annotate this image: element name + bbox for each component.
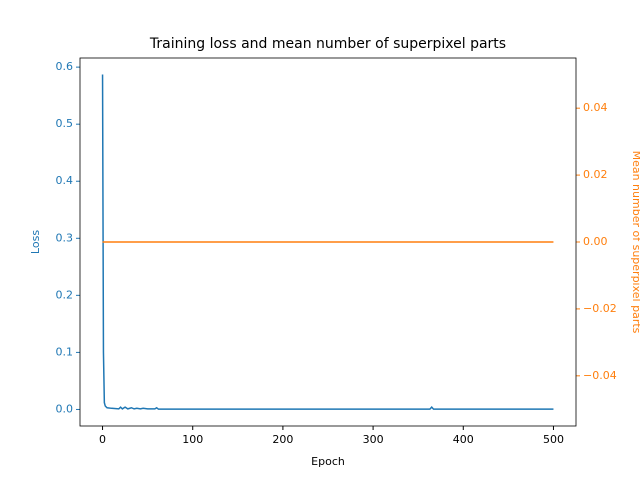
y-axis-label: Loss: [29, 230, 42, 254]
y2-tick-label: 0.02: [583, 168, 608, 181]
x-tick-label: 300: [363, 433, 384, 446]
plot-frame: [79, 57, 577, 427]
y-tick-label: 0.0: [56, 402, 74, 415]
y-tick-label: 0.4: [56, 174, 74, 187]
y2-tick-label: 0.00: [583, 235, 608, 248]
y2-tick-label: −0.04: [583, 369, 617, 382]
y-tick-label: 0.3: [56, 231, 74, 244]
x-axis-label: Epoch: [311, 455, 345, 468]
series-line: [101, 74, 554, 410]
y2-tick-label: 0.04: [583, 101, 608, 114]
x-tick-label: 100: [182, 433, 203, 446]
y2-tick-label: −0.02: [583, 302, 617, 315]
y-tick-label: 0.2: [56, 288, 74, 301]
y-tick-label: 0.6: [56, 60, 74, 73]
y-tick-label: 0.1: [56, 345, 74, 358]
y2-axis-label: Mean number of superpixel parts: [630, 151, 640, 334]
x-tick-label: 500: [543, 433, 564, 446]
x-tick-label: 200: [272, 433, 293, 446]
x-tick-label: 0: [99, 433, 106, 446]
chart-title: Training loss and mean number of superpi…: [149, 36, 506, 52]
y-tick-label: 0.5: [56, 117, 74, 130]
x-tick-label: 400: [453, 433, 474, 446]
